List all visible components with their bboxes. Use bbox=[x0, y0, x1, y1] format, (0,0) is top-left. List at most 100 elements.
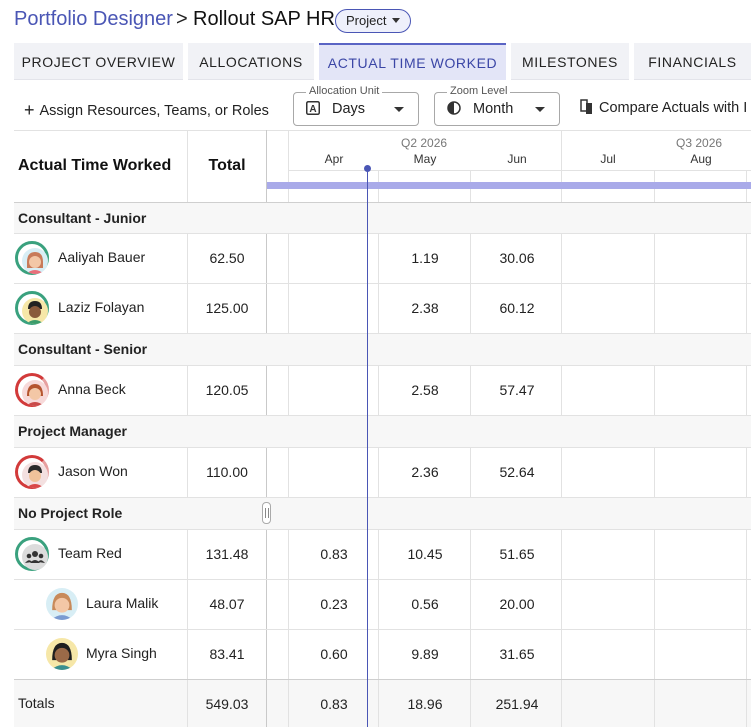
month-value-jun[interactable]: 30.06 bbox=[499, 250, 535, 266]
total-value: 110.00 bbox=[206, 464, 248, 480]
grid-divider bbox=[470, 680, 471, 727]
person-name[interactable]: Laziz Folayan bbox=[58, 299, 145, 315]
chevron-down-icon bbox=[392, 18, 401, 23]
month-value-jun[interactable]: 20.00 bbox=[499, 596, 535, 612]
person-name[interactable]: Anna Beck bbox=[58, 381, 126, 397]
grid-divider bbox=[187, 680, 188, 727]
zoom-level-select[interactable]: Zoom Level Month bbox=[434, 85, 560, 126]
month-label: Jul bbox=[600, 152, 616, 166]
tab-allocations[interactable]: ALLOCATIONS bbox=[188, 43, 314, 80]
totals-jun-value: 251.94 bbox=[495, 696, 539, 712]
row-divider bbox=[14, 415, 751, 416]
month-value-jun[interactable]: 57.47 bbox=[499, 382, 535, 398]
group-row: Project Manager bbox=[14, 416, 751, 447]
totals-label: Totals bbox=[18, 695, 55, 711]
row-divider bbox=[14, 333, 751, 334]
assign-resources-label: Assign Resources, Teams, or Roles bbox=[39, 103, 269, 119]
person-avatar-icon bbox=[46, 638, 78, 670]
breadcrumb-portfolio-designer[interactable]: Portfolio Designer bbox=[14, 8, 173, 30]
tab-actual-time-worked[interactable]: ACTUAL TIME WORKED bbox=[319, 43, 506, 80]
avatar bbox=[15, 373, 49, 407]
month-value-may[interactable]: 9.89 bbox=[411, 646, 439, 662]
month-label: Jun bbox=[507, 152, 527, 166]
grid-divider bbox=[561, 680, 562, 727]
totals-total-value: 549.03 bbox=[205, 696, 249, 712]
grid-divider bbox=[654, 170, 655, 727]
month-value-jun[interactable]: 60.12 bbox=[499, 300, 535, 316]
month-label: May bbox=[413, 152, 437, 166]
totals-apr-value: 0.83 bbox=[320, 696, 348, 712]
person-name[interactable]: Myra Singh bbox=[86, 645, 157, 661]
grid-divider bbox=[654, 680, 655, 727]
grid-divider bbox=[288, 170, 751, 171]
month-value-jun[interactable]: 52.64 bbox=[499, 464, 535, 480]
month-value-apr[interactable]: 0.60 bbox=[320, 646, 348, 662]
group-label: Consultant - Senior bbox=[18, 341, 148, 357]
tab-financials[interactable]: FINANCIALS bbox=[634, 43, 751, 80]
grid-divider bbox=[746, 680, 747, 727]
avatar bbox=[15, 241, 49, 275]
row-divider bbox=[14, 679, 751, 680]
month-value-may[interactable]: 2.38 bbox=[411, 300, 439, 316]
assign-resources-button[interactable]: + Assign Resources, Teams, or Roles bbox=[24, 99, 269, 120]
grid-divider bbox=[378, 170, 379, 727]
row-divider bbox=[14, 579, 751, 580]
tab-milestones[interactable]: MILESTONES bbox=[511, 43, 629, 80]
plus-icon: + bbox=[24, 100, 35, 120]
avatar bbox=[46, 638, 78, 670]
total-value: 125.00 bbox=[205, 300, 249, 316]
quarter-label: Q3 2026 bbox=[676, 136, 723, 150]
person-name[interactable]: Laura Malik bbox=[86, 595, 159, 611]
compare-actuals-button[interactable]: Compare Actuals with I bbox=[580, 99, 747, 116]
person-avatar-icon bbox=[22, 462, 48, 488]
month-value-may[interactable]: 2.58 bbox=[411, 382, 439, 398]
group-label: No Project Role bbox=[18, 505, 123, 521]
month-label: Aug bbox=[690, 152, 712, 166]
project-type-label: Project bbox=[346, 13, 387, 28]
grid-title: Actual Time Worked bbox=[18, 157, 172, 174]
month-value-may[interactable]: 1.19 bbox=[411, 250, 439, 266]
project-type-dropdown[interactable]: Project bbox=[335, 9, 412, 33]
header-bottom-border bbox=[14, 202, 751, 203]
column-resize-handle[interactable] bbox=[262, 502, 271, 524]
grid-divider bbox=[378, 680, 379, 727]
group-label: Consultant - Junior bbox=[18, 210, 147, 226]
quarter-label: Q2 2026 bbox=[401, 136, 448, 150]
grid-divider bbox=[288, 680, 289, 727]
month-label: Apr bbox=[324, 152, 344, 166]
grid-top-border bbox=[14, 130, 751, 131]
row-divider bbox=[14, 447, 751, 448]
grid-divider bbox=[266, 680, 267, 727]
avatar bbox=[15, 455, 49, 489]
person-avatar-icon bbox=[22, 298, 48, 324]
month-value-apr[interactable]: 0.23 bbox=[320, 596, 348, 612]
total-column-header: Total bbox=[208, 157, 246, 174]
compare-actuals-label: Compare Actuals with I bbox=[599, 100, 748, 116]
month-value-apr[interactable]: 0.83 bbox=[320, 546, 348, 562]
tab-project-overview[interactable]: PROJECT OVERVIEW bbox=[14, 43, 183, 80]
group-row: No Project Role bbox=[14, 498, 751, 529]
today-marker-line bbox=[367, 167, 368, 727]
row-divider bbox=[14, 497, 751, 498]
allocation-unit-select[interactable]: Allocation Unit A Days bbox=[293, 85, 419, 126]
row-divider bbox=[14, 629, 751, 630]
month-value-may[interactable]: 10.45 bbox=[407, 546, 443, 562]
month-value-jun[interactable]: 51.65 bbox=[499, 546, 535, 562]
zoom-level-value: Month bbox=[473, 101, 514, 117]
person-avatar-icon bbox=[22, 380, 48, 406]
person-name[interactable]: Aaliyah Bauer bbox=[58, 249, 146, 265]
grid-divider bbox=[470, 170, 471, 727]
total-value: 83.41 bbox=[209, 646, 245, 662]
total-value: 48.07 bbox=[209, 596, 245, 612]
person-name[interactable]: Jason Won bbox=[58, 463, 128, 479]
month-value-may[interactable]: 2.36 bbox=[411, 464, 439, 480]
month-value-may[interactable]: 0.56 bbox=[411, 596, 439, 612]
month-value-jun[interactable]: 31.65 bbox=[499, 646, 535, 662]
total-value: 62.50 bbox=[209, 250, 245, 266]
svg-text:A: A bbox=[309, 104, 316, 115]
team-name[interactable]: Team Red bbox=[58, 545, 122, 561]
allocation-unit-icon: A bbox=[306, 101, 320, 115]
tab-bar: PROJECT OVERVIEW ALLOCATIONS ACTUAL TIME… bbox=[14, 43, 751, 80]
avatar bbox=[46, 588, 78, 620]
avatar bbox=[15, 537, 49, 571]
